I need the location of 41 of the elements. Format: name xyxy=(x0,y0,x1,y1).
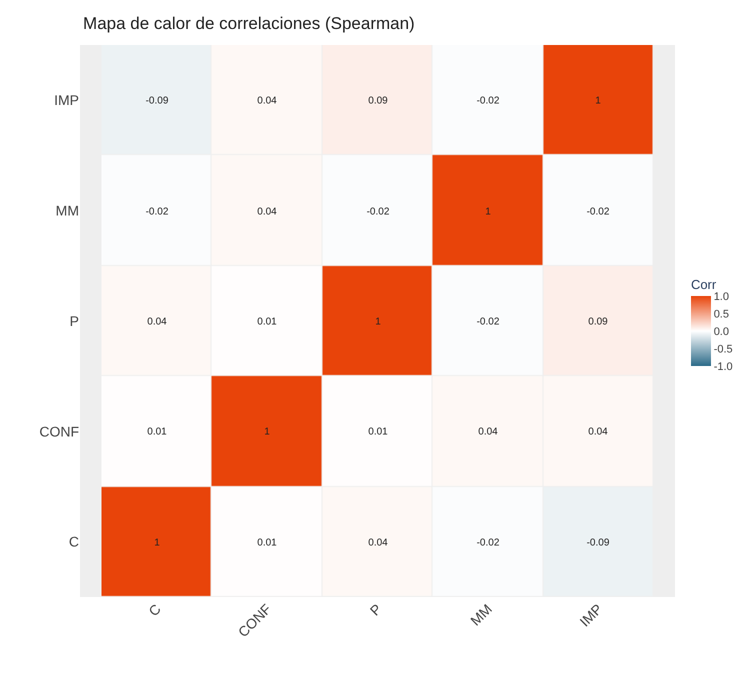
data-label: 1 xyxy=(375,316,382,328)
data-label: 0.04 xyxy=(368,538,388,548)
y-tick-label: P xyxy=(70,312,79,329)
data-label: 1 xyxy=(485,206,492,218)
color-bar-label: 0.0 xyxy=(714,326,729,338)
data-label: 0.04 xyxy=(147,316,168,328)
color-bar-title: Corr xyxy=(690,276,717,292)
color-bar-label: -1.0 xyxy=(714,360,733,373)
data-label: -0.02 xyxy=(366,206,390,218)
data-label: 0.01 xyxy=(368,426,388,438)
data-label: 1 xyxy=(264,426,270,438)
data-label: 0.01 xyxy=(257,316,278,328)
y-tick-label: IMP xyxy=(54,92,79,108)
data-label: 0.09 xyxy=(368,96,388,106)
data-label: -0.02 xyxy=(146,206,169,218)
color-bar-label: 0.5 xyxy=(714,308,729,320)
data-label: -0.09 xyxy=(146,96,169,106)
data-label: -0.02 xyxy=(586,206,610,218)
data-label: 0.01 xyxy=(257,538,278,548)
data-label: 0.04 xyxy=(257,206,278,218)
chart-title: Mapa de calor de correlaciones (Spearman) xyxy=(83,14,415,34)
color-bar-label: -0.5 xyxy=(714,343,733,356)
x-tick-label: MM xyxy=(467,600,495,629)
data-label: -0.02 xyxy=(476,316,500,328)
x-tick-label: IMP xyxy=(576,600,606,630)
data-label: 0.04 xyxy=(478,426,498,438)
data-label: -0.09 xyxy=(586,538,610,548)
data-label: 0.09 xyxy=(588,316,608,328)
y-tick-label: MM xyxy=(56,202,79,218)
data-label: 1 xyxy=(154,538,160,548)
x-tick-label: P xyxy=(366,600,385,619)
data-label: -0.02 xyxy=(476,538,500,548)
data-label: -0.02 xyxy=(476,96,500,106)
data-label: 0.01 xyxy=(147,426,168,438)
data-label: 0.04 xyxy=(257,96,278,106)
data-label: 1 xyxy=(595,96,602,106)
y-tick-label: C xyxy=(68,534,79,550)
data-label: 0.04 xyxy=(588,426,608,438)
x-tick-label: C xyxy=(145,600,164,620)
y-tick-label: CONF xyxy=(39,423,79,440)
color-bar-label: 1.0 xyxy=(714,290,729,303)
